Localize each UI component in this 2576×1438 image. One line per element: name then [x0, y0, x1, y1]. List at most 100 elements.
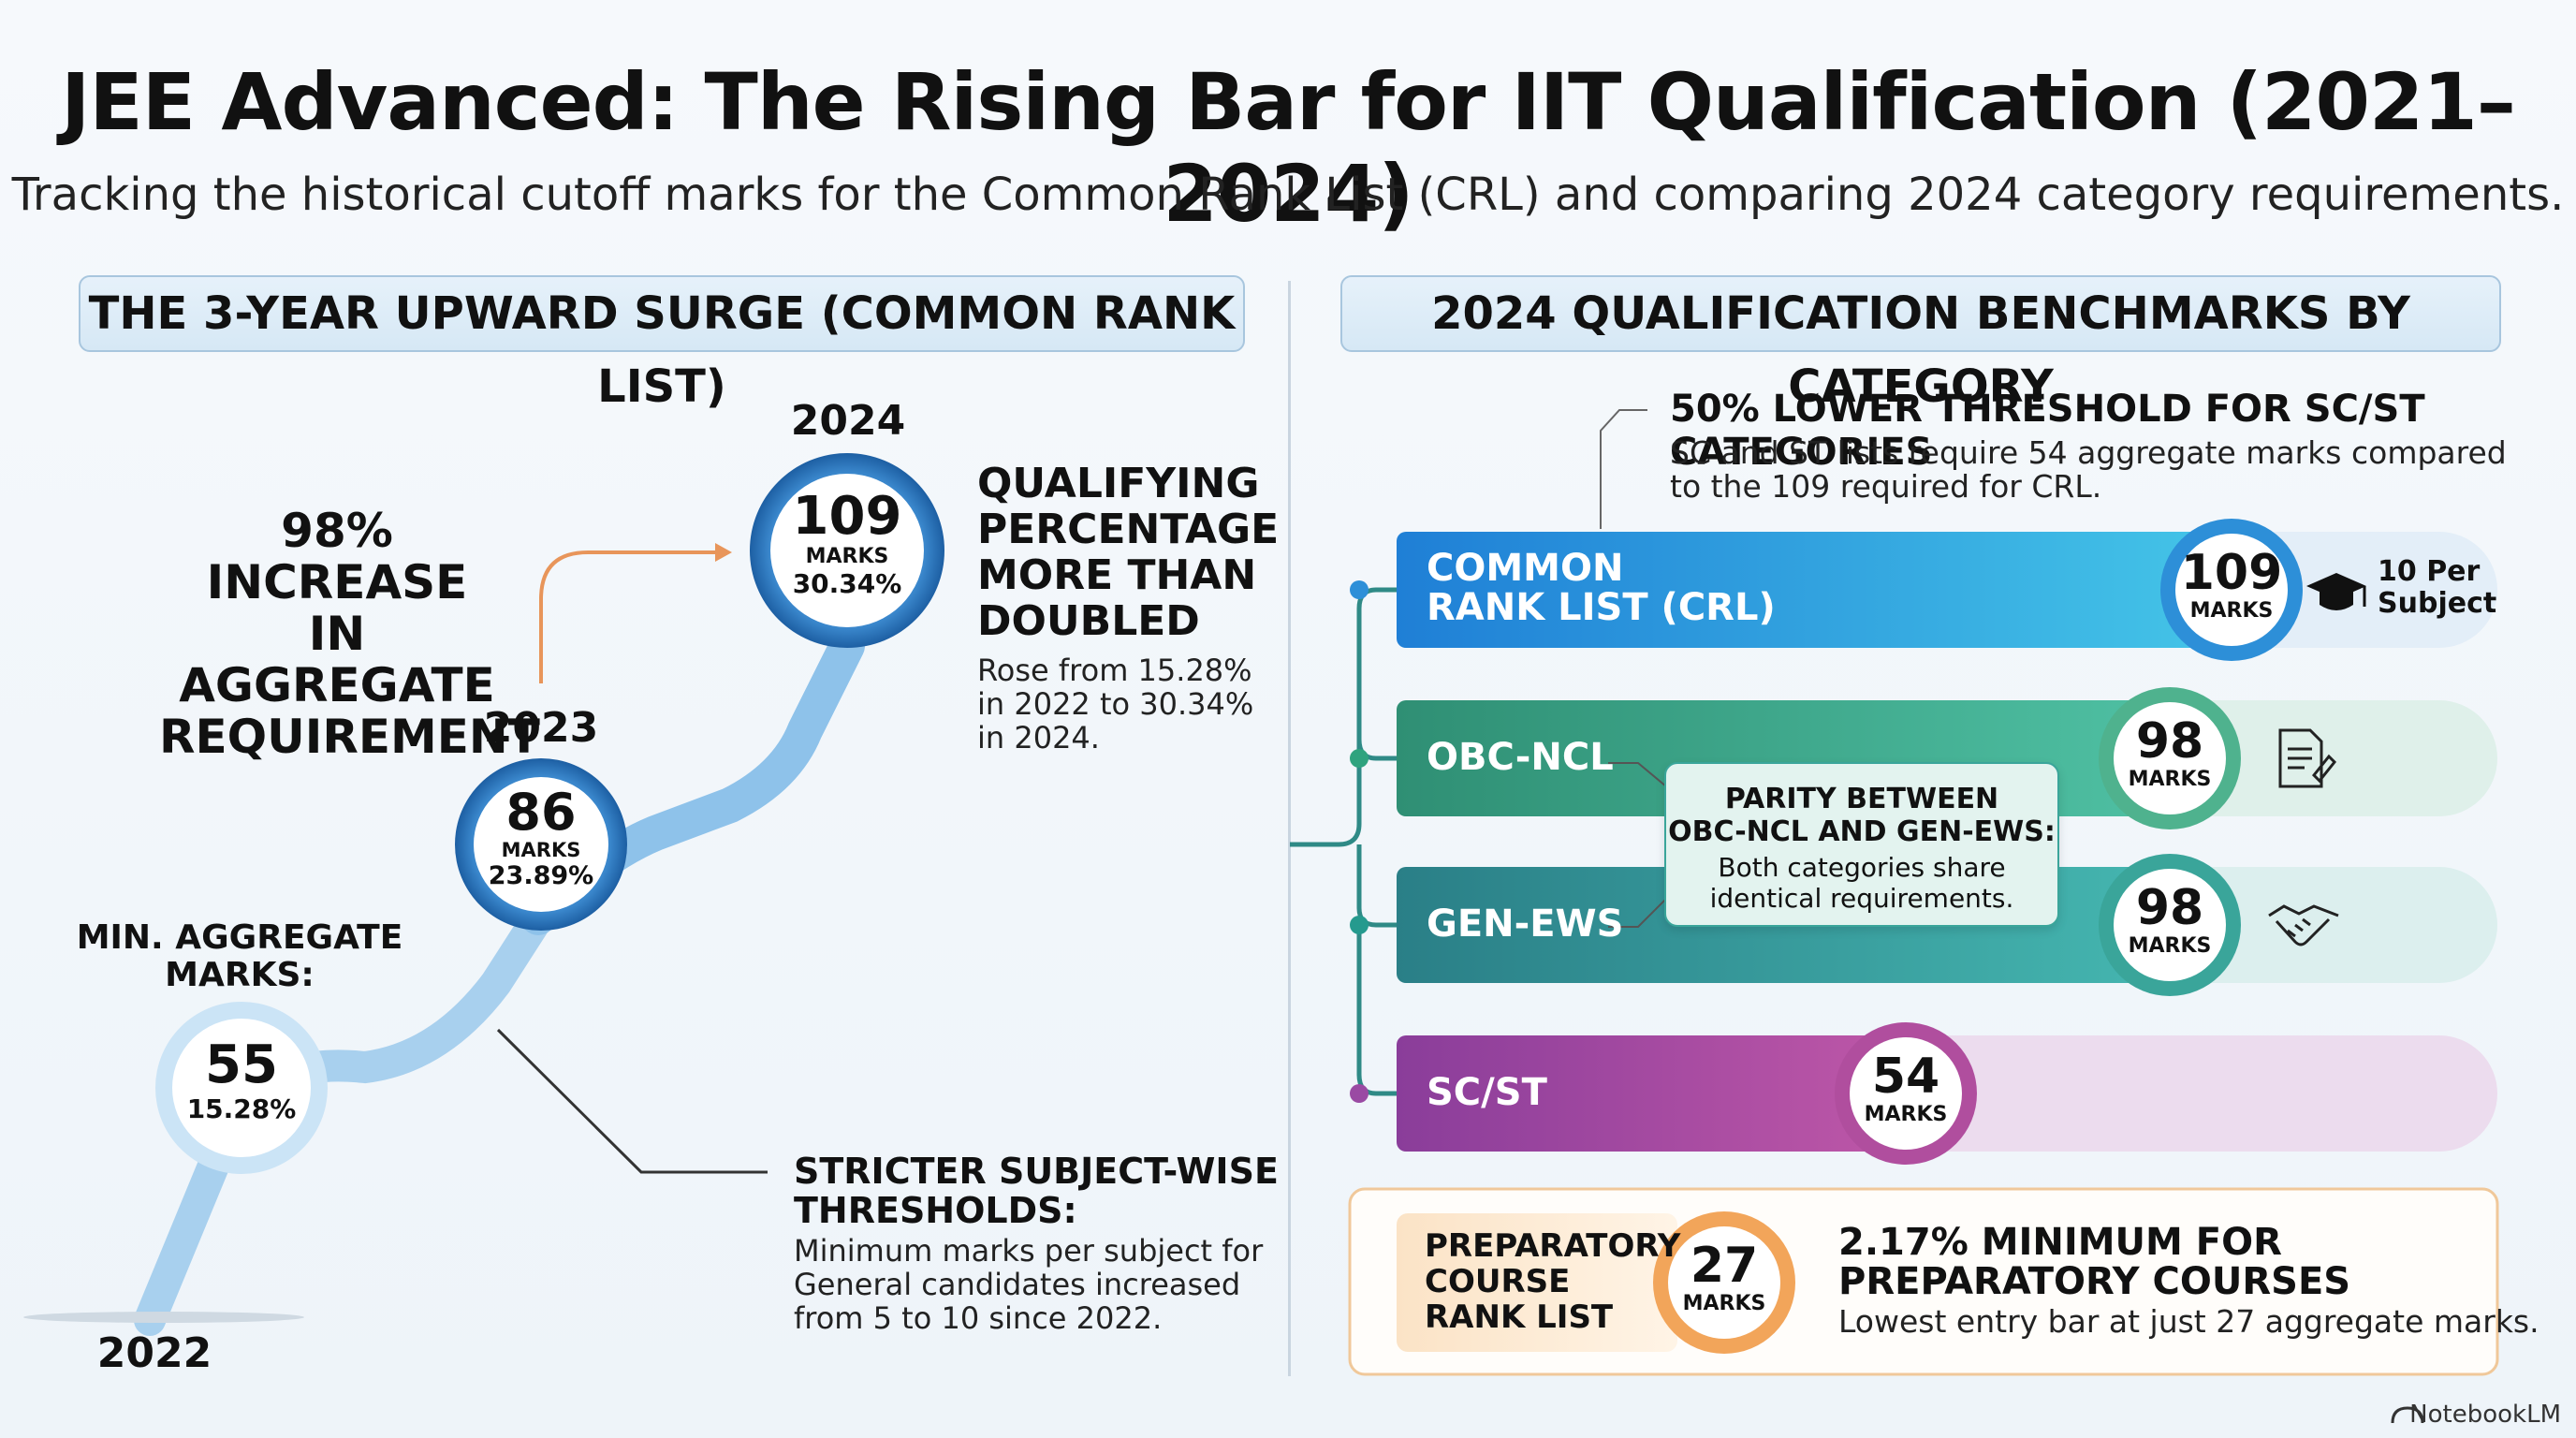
stricter-body-line: from 5 to 10 since 2022. — [794, 1300, 1163, 1336]
marks-value: 109 — [2180, 545, 2283, 601]
notebooklm-icon — [2391, 1406, 2424, 1424]
node-dot — [1350, 580, 1368, 599]
prep-label-bg — [1397, 1213, 1677, 1352]
pct-value: 30.34% — [792, 568, 902, 599]
parity-body-line: Both categories share — [1718, 852, 2006, 883]
marks-value: 109 — [792, 486, 902, 547]
document-edit-icon — [2278, 728, 2337, 788]
stricter-line: THRESHOLDS: — [794, 1190, 1077, 1231]
year-2024: 2024 — [790, 397, 906, 445]
bar-label-ews: GEN-EWS — [1427, 902, 1624, 946]
category-connector — [1290, 587, 1397, 1096]
prep-label-line: COURSE — [1425, 1263, 1571, 1300]
arrow-head-icon — [715, 543, 732, 562]
marks-unit: MARKS — [1864, 1103, 1948, 1126]
ews-marks: 98 MARKS — [2114, 882, 2226, 958]
stricter-body-line: Minimum marks per subject for — [794, 1233, 1264, 1269]
leader-line — [496, 1028, 768, 1174]
node-dot — [1350, 1084, 1368, 1103]
marks-unit: MARKS — [805, 545, 889, 568]
marks-unit: MARKS — [1682, 1292, 1766, 1315]
min-label-line: MARKS: — [165, 956, 315, 994]
marks-unit: MARKS — [501, 839, 581, 861]
prep-heading-line: 2.17% MINIMUM FOR — [1838, 1221, 2282, 1264]
marks-value: 55 — [205, 1034, 278, 1095]
prep-label-line: PREPARATORY — [1425, 1227, 1681, 1265]
circle-2024 — [750, 453, 944, 648]
parity-body: Both categories share identical requirem… — [1666, 852, 2057, 914]
pct-value: 23.89% — [488, 861, 594, 890]
marks-value: 98 — [2135, 880, 2204, 936]
qualifying-line: QUALIFYING — [977, 460, 1260, 507]
left-section-header: THE 3-YEAR UPWARD SURGE (COMMON RANK LIS… — [79, 275, 1245, 413]
circle-2022 — [155, 1002, 328, 1174]
increase-text: 98% INCREASE IN AGGREGATE REQUIREMENT — [159, 504, 540, 764]
parity-line: OBC-NCL AND GEN-EWS: — [1668, 815, 2056, 848]
qualifying-body: Rose from 15.28% in 2022 to 30.34% in 20… — [977, 653, 1253, 755]
qualifying-line: MORE THAN — [977, 551, 1257, 599]
node-dot — [1350, 749, 1368, 768]
parity-leader — [1608, 762, 1667, 787]
obc-marks: 98 MARKS — [2114, 715, 2226, 791]
graduation-cap-icon — [2306, 573, 2366, 610]
handshake-icon — [2268, 904, 2339, 946]
note-heading: 50% LOWER THRESHOLD FOR SC/ST CATEGORIES — [1670, 388, 2425, 474]
qualifying-heading: QUALIFYING PERCENTAGE MORE THAN DOUBLED — [977, 461, 1279, 644]
min-aggregate-label: MIN. AGGREGATE MARKS: — [71, 919, 408, 994]
min-label-line: MIN. AGGREGATE — [76, 918, 403, 957]
qualifying-body-line: Rose from 15.28% — [977, 653, 1252, 688]
note-body-line: SC and ST lists require 54 aggregate mar… — [1670, 434, 2507, 471]
marks-value: 86 — [505, 783, 577, 842]
marks-value: 27 — [1690, 1238, 1759, 1294]
prep-label-line: RANK LIST — [1425, 1299, 1614, 1336]
bar-fill-crl — [1397, 532, 2239, 648]
per-subject-line: Subject — [2378, 587, 2497, 620]
increase-line: IN AGGREGATE — [179, 607, 495, 712]
page-title: JEE Advanced: The Rising Bar for IIT Qua… — [61, 56, 2516, 240]
prep-heading: 2.17% MINIMUM FOR PREPARATORY COURSES — [1838, 1223, 2350, 1301]
point-2022: 55 15.28% — [172, 1034, 311, 1125]
stricter-body-line: General candidates increased — [794, 1267, 1241, 1302]
per-subject-line: 10 Per — [2378, 555, 2481, 588]
qualifying-body-line: in 2024. — [977, 720, 1100, 756]
note-body-line: to the 109 required for CRL. — [1670, 468, 2102, 505]
parity-line: PARITY BETWEEN — [1724, 783, 1999, 815]
point-2024: 109 MARKS 30.34% — [770, 486, 924, 600]
marks-unit: MARKS — [2128, 934, 2212, 958]
marks-value: 98 — [2135, 713, 2204, 770]
circle-2023 — [455, 758, 627, 931]
bar-label-line: RANK LIST (CRL) — [1427, 586, 1776, 629]
prep-marks: 27 MARKS — [1668, 1240, 1780, 1315]
stricter-heading: STRICTER SUBJECT-WISE THRESHOLDS: — [794, 1152, 1279, 1230]
marks-unit: MARKS — [2128, 768, 2212, 791]
bar-label-sc: SC/ST — [1427, 1071, 1547, 1114]
stricter-line: STRICTER SUBJECT-WISE — [794, 1151, 1279, 1192]
increase-line: REQUIREMENT — [159, 710, 540, 764]
note-body: SC and ST lists require 54 aggregate mar… — [1670, 436, 2507, 504]
qualifying-line: PERCENTAGE — [977, 506, 1280, 553]
marks-value: 54 — [1871, 1049, 1940, 1105]
pct-value: 15.28% — [186, 1093, 297, 1124]
bar-label-crl: COMMON RANK LIST (CRL) — [1427, 549, 1776, 627]
marks-unit: MARKS — [2189, 599, 2274, 623]
parity-leader — [1608, 898, 1667, 928]
crl-marks: 109 MARKS — [2175, 547, 2288, 623]
increase-line: 98% INCREASE — [206, 504, 468, 609]
bar-label-obc: OBC-NCL — [1427, 736, 1614, 779]
qualifying-line: DOUBLED — [977, 597, 1200, 645]
point-2023: 86 MARKS 23.89% — [472, 783, 610, 891]
per-subject-note: 10 Per Subject — [2378, 556, 2496, 620]
node-dot — [1350, 916, 1368, 934]
parity-box: PARITY BETWEEN OBC-NCL AND GEN-EWS: Both… — [1664, 762, 2059, 927]
increase-arrow — [539, 550, 721, 683]
parity-body-line: identical requirements. — [1709, 883, 2014, 914]
prep-label: PREPARATORY COURSE RANK LIST — [1425, 1228, 1680, 1335]
year-2023: 2023 — [483, 704, 599, 752]
sc-marks: 54 MARKS — [1850, 1050, 1962, 1126]
prep-heading-line: PREPARATORY COURSES — [1838, 1260, 2351, 1303]
parity-heading: PARITY BETWEEN OBC-NCL AND GEN-EWS: — [1666, 783, 2057, 848]
note-leader-line — [1600, 409, 1647, 529]
year-2022: 2022 — [96, 1329, 212, 1377]
